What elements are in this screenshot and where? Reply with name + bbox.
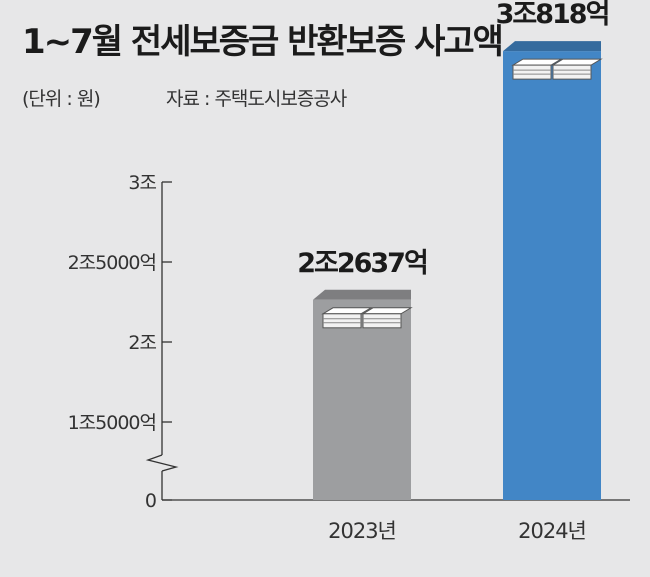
chart-title: 1~7월 전세보증금 반환보증 사고액 bbox=[22, 22, 504, 62]
y-tick-label: 2조 bbox=[128, 332, 156, 354]
source-note: 자료 : 주택도시보증공사 bbox=[166, 88, 347, 110]
bundle-front bbox=[552, 64, 592, 80]
y-tick-label: 2조5000억 bbox=[68, 252, 156, 274]
bar-top-face bbox=[313, 289, 411, 300]
money-bundle-icon bbox=[321, 307, 373, 329]
bar-front-face bbox=[503, 51, 601, 501]
data-label-1: 2조2637억 bbox=[297, 248, 427, 279]
axis-break-mark bbox=[145, 454, 179, 472]
bars bbox=[313, 41, 603, 501]
labels: 2조2637억 2023년 3조818억 2024년 bbox=[297, 0, 610, 543]
data-label-2: 3조818억 bbox=[496, 0, 609, 30]
x-category-label: 2023년 bbox=[328, 519, 396, 543]
bar-2 bbox=[503, 41, 603, 501]
y-tick-label: 0 bbox=[145, 490, 156, 512]
x-category-label: 2024년 bbox=[518, 519, 586, 543]
money-bundle-icon bbox=[511, 58, 563, 80]
bundle-front bbox=[322, 313, 362, 329]
money-bundle-icon bbox=[361, 307, 413, 329]
money-bundle-icon bbox=[551, 58, 603, 80]
unit-note: (단위 : 원) bbox=[22, 88, 101, 110]
bar-1 bbox=[313, 289, 413, 500]
bar-top-face bbox=[503, 41, 601, 52]
bundle-front bbox=[362, 313, 402, 329]
bundle-front bbox=[512, 64, 552, 80]
bar-front-face bbox=[313, 299, 411, 500]
y-tick-label: 1조5000억 bbox=[68, 412, 156, 434]
y-tick-label: 3조 bbox=[128, 172, 156, 194]
